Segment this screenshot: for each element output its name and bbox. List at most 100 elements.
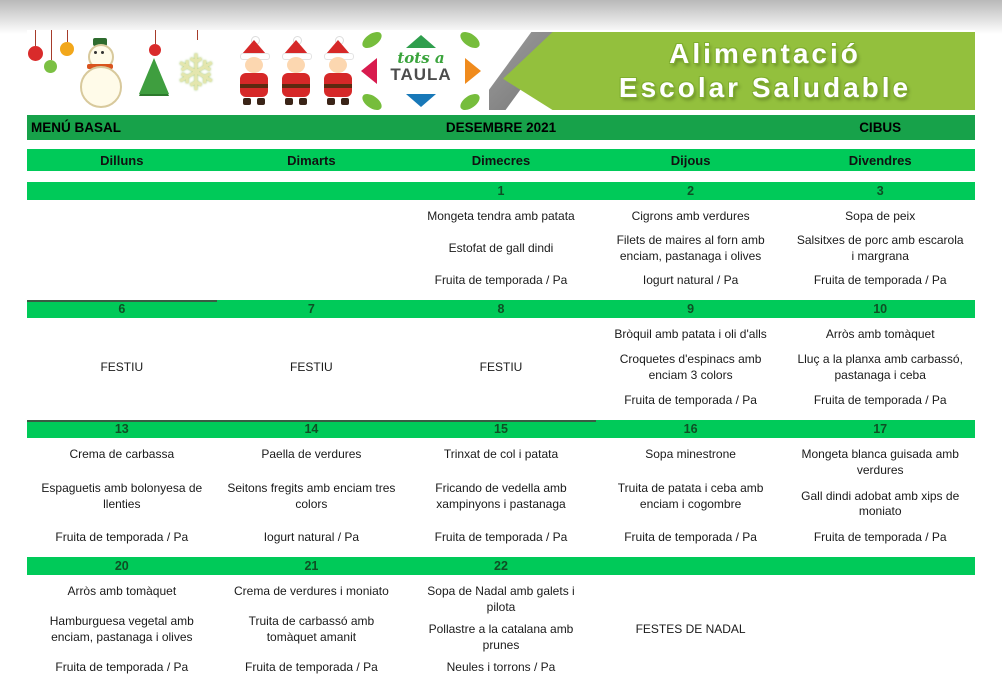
menu-cell-holiday: FESTIU bbox=[217, 318, 407, 420]
santa-hat bbox=[242, 40, 266, 54]
menu-item-first-course: Crema de carbassa bbox=[69, 447, 175, 461]
menu-cell: Sopa minestrone Truita de patata i ceba … bbox=[596, 438, 786, 557]
date-cell: 6 bbox=[118, 302, 126, 316]
santa-kid-icon bbox=[277, 36, 315, 108]
header-strip: ❄ bbox=[27, 28, 975, 114]
menu-cell: Trinxat de col i patata Fricando de vede… bbox=[406, 438, 596, 557]
menu-item-first-course: Sopa minestrone bbox=[645, 447, 736, 461]
santa-boot bbox=[327, 98, 335, 105]
menu-cell: Arròs amb tomàquet Hamburguesa vegetal a… bbox=[27, 575, 217, 687]
menu-item-first-course: Trinxat de col i patata bbox=[443, 447, 559, 461]
month-label: DESEMBRE 2021 bbox=[445, 120, 557, 135]
logo-text-bottom: TAULA bbox=[390, 65, 452, 84]
ornament-string bbox=[51, 30, 52, 60]
partial-border-line bbox=[27, 420, 596, 422]
banner-arrow: Alimentació Escolar Saludable bbox=[503, 32, 975, 110]
santa-hat bbox=[326, 40, 350, 54]
menu-item-first-course: Arròs amb tomàquet bbox=[825, 327, 935, 341]
date-row-week4: 20 21 22 bbox=[27, 557, 975, 575]
menu-item-dessert: Iogurt natural / Pa bbox=[642, 273, 739, 288]
santa-kid-icon bbox=[235, 36, 273, 108]
menu-cell-empty bbox=[785, 575, 975, 687]
menu-cell: Mongeta blanca guisada amb verdures Gall… bbox=[785, 438, 975, 557]
menu-item-second-course: Gall dindi adobat amb xips de moniato bbox=[801, 488, 960, 519]
date-cell: 10 bbox=[873, 302, 888, 316]
partial-border-line bbox=[27, 300, 217, 302]
snowman-hat bbox=[93, 38, 107, 46]
santa-boot bbox=[243, 98, 251, 105]
week2-row: FESTIU FESTIU FESTIU Bròquil amb patata … bbox=[27, 318, 975, 420]
bell-icon bbox=[60, 42, 74, 56]
date-cell: 20 bbox=[114, 559, 129, 573]
menu-item-second-course: Fricando de vedella amb xampinyons i pas… bbox=[435, 480, 567, 511]
santa-hat bbox=[284, 40, 308, 54]
logo-triangle-down-icon bbox=[406, 94, 436, 107]
date-cell: 17 bbox=[873, 422, 888, 436]
date-row-week2: 6 7 8 9 10 bbox=[27, 300, 975, 318]
menu-item-dessert: Fruita de temporada / Pa bbox=[434, 273, 568, 288]
date-cell: 2 bbox=[687, 184, 695, 198]
menu-item-first-course: Sopa de peix bbox=[845, 209, 916, 223]
menu-cell: Paella de verdures Seitons fregits amb e… bbox=[217, 438, 407, 557]
menu-item-second-course: Truita de carbassó amb tomàquet amanit bbox=[248, 614, 375, 644]
tots-a-taula-logo: tots a TAULA bbox=[359, 28, 483, 114]
menu-cell-holiday: FESTES DE NADAL bbox=[596, 575, 786, 687]
snowman-icon bbox=[73, 38, 127, 108]
logo-text: tots a TAULA bbox=[359, 50, 483, 84]
logo-figure bbox=[457, 90, 483, 114]
logo-triangle-left-icon bbox=[361, 58, 377, 84]
festiu-label: FESTIU bbox=[290, 360, 333, 375]
santa-boot bbox=[341, 98, 349, 105]
menu-item-second-course: Croquetes d'espinacs amb enciam 3 colors bbox=[619, 352, 762, 382]
menu-item-first-course: Mongeta tendra amb patata bbox=[427, 209, 575, 223]
menu-cell-holiday: FESTIU bbox=[27, 318, 217, 420]
day-header-dilluns: Dilluns bbox=[100, 152, 144, 168]
date-cell: 21 bbox=[304, 559, 319, 573]
menu-cell: Cigrons amb verdures Filets de maires al… bbox=[596, 200, 786, 300]
santa-face bbox=[245, 57, 263, 73]
menu-item-dessert: Neules i torrons / Pa bbox=[446, 660, 556, 675]
banner-title-line1: Alimentació bbox=[669, 38, 861, 69]
menu-item-first-course: Arròs amb tomàquet bbox=[67, 584, 177, 598]
day-header-dimarts: Dimarts bbox=[287, 152, 336, 168]
date-row-week3: 13 14 15 16 17 bbox=[27, 420, 975, 438]
week1-row: Mongeta tendra amb patata Estofat de gal… bbox=[27, 200, 975, 300]
logo-triangle-up-icon bbox=[406, 35, 436, 48]
menu-item-dessert: Fruita de temporada / Pa bbox=[245, 660, 378, 675]
date-cell: 7 bbox=[307, 302, 315, 316]
menu-cell: Sopa de peix Salsitxes de porc amb escar… bbox=[785, 200, 975, 300]
banner-title-line2: Escolar Saludable bbox=[618, 72, 912, 103]
date-cell: 22 bbox=[494, 559, 508, 573]
festes-de-nadal-label: FESTES DE NADAL bbox=[635, 622, 746, 637]
menu-item-second-course: Estofat de gall dindi bbox=[448, 241, 554, 256]
menu-item-first-course: Paella de verdures bbox=[261, 447, 362, 461]
santa-face bbox=[329, 57, 347, 73]
santa-boot bbox=[285, 98, 293, 105]
date-cell: 14 bbox=[304, 422, 319, 436]
menu-cell-empty bbox=[27, 200, 217, 300]
menu-item-second-course: Filets de maires al forn amb enciam, pas… bbox=[616, 233, 765, 263]
santa-boot bbox=[257, 98, 265, 105]
menu-cell-empty bbox=[217, 200, 407, 300]
menu-item-first-course: Sopa de Nadal amb galets i pilota bbox=[427, 584, 575, 614]
table-header-bar: MENÚ BASAL DESEMBRE 2021 CIBUS bbox=[27, 115, 975, 140]
date-cell: 15 bbox=[494, 422, 508, 436]
santa-belt bbox=[324, 84, 352, 88]
ornament-string bbox=[67, 30, 68, 42]
snowman-body bbox=[80, 66, 122, 108]
logo-text-top: tots a bbox=[397, 49, 445, 67]
ornament-string bbox=[197, 30, 198, 40]
date-cell: 8 bbox=[497, 302, 505, 316]
date-cell: 3 bbox=[876, 184, 884, 198]
menu-item-dessert: Fruita de temporada / Pa bbox=[813, 393, 947, 408]
menu-item-dessert: Fruita de temporada / Pa bbox=[624, 530, 757, 545]
logo-triangle-right-icon bbox=[465, 58, 481, 84]
ornament-string bbox=[35, 30, 36, 46]
menu-item-dessert: Fruita de temporada / Pa bbox=[434, 530, 568, 545]
ornament-string bbox=[155, 30, 156, 44]
bauble-icon bbox=[149, 44, 161, 56]
menu-item-second-course: Truita de patata i ceba amb enciam i cog… bbox=[617, 480, 764, 511]
menu-item-first-course: Bròquil amb patata i oli d'alls bbox=[614, 327, 767, 341]
menu-item-dessert: Iogurt natural / Pa bbox=[263, 530, 360, 545]
